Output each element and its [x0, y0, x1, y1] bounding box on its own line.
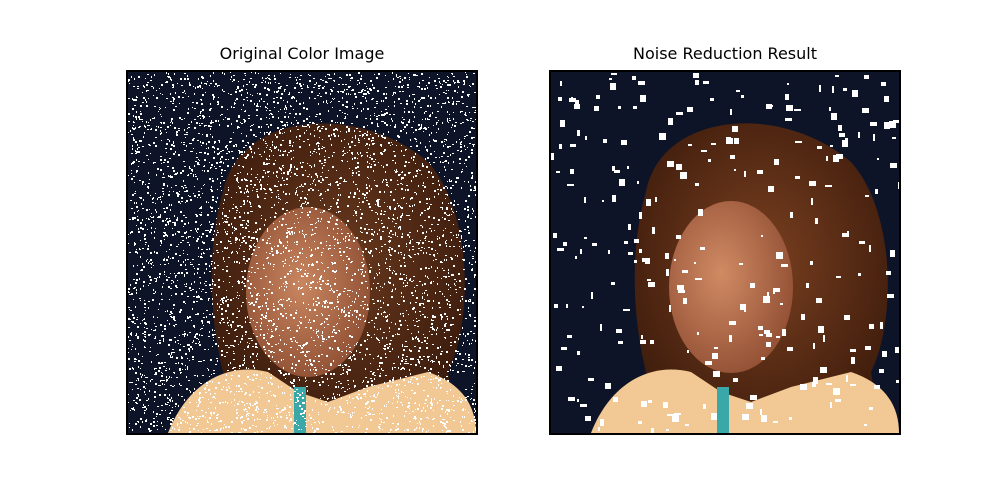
- face-region: [669, 201, 793, 373]
- denoised-portrait-image: [551, 72, 899, 433]
- panel-title-denoised: Noise Reduction Result: [633, 44, 817, 63]
- original-image-panel: [126, 70, 478, 435]
- denoised-image-panel: [549, 70, 901, 435]
- noise-layer-dense: [128, 72, 476, 433]
- necklace-region: [717, 387, 729, 433]
- shirt-region: [591, 369, 899, 433]
- shirt-region: [168, 369, 476, 433]
- panel-title-original: Original Color Image: [219, 44, 385, 63]
- face-region: [246, 207, 370, 377]
- noisy-portrait-image: [128, 72, 476, 433]
- noise-layer-sparse: [551, 73, 899, 433]
